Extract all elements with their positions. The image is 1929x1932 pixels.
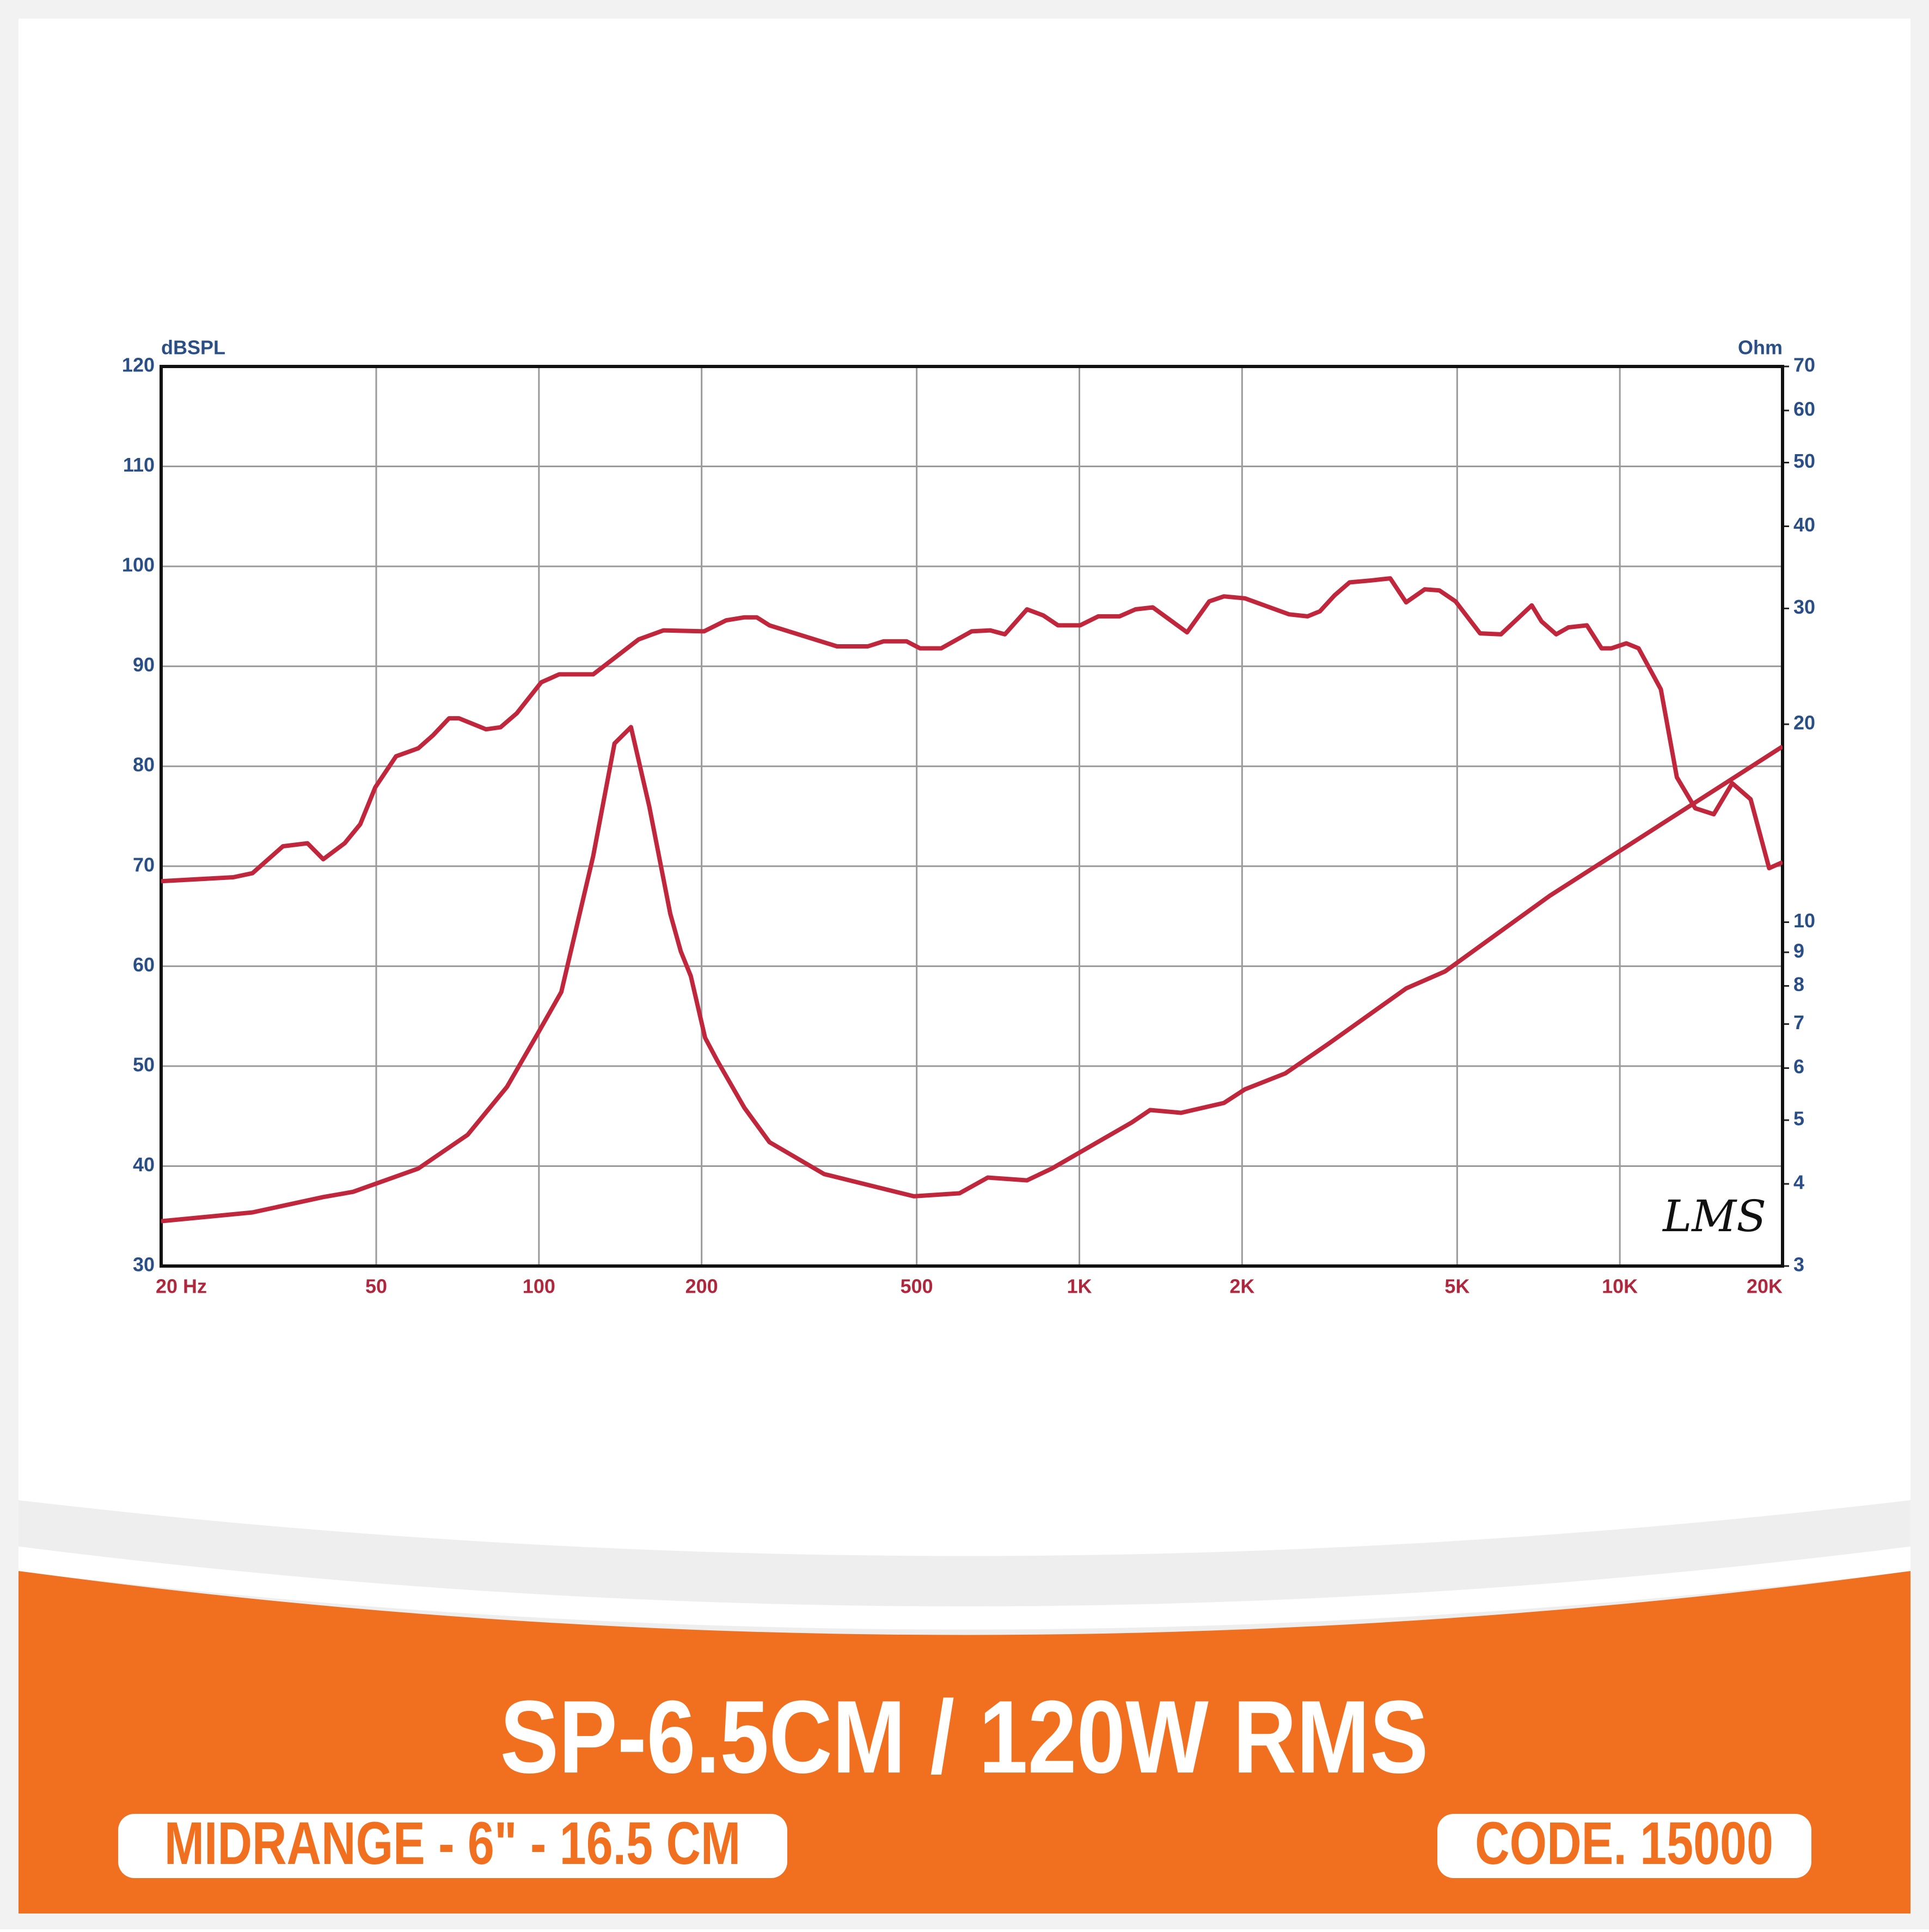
y-tick-label: 30	[133, 1254, 155, 1276]
response-curve	[161, 725, 1783, 1224]
x-tick-label: 1K	[1067, 1275, 1092, 1298]
logo: LMS	[1662, 1191, 1766, 1242]
x-tick-label: 10K	[1602, 1275, 1638, 1298]
y-tick-label: 90	[133, 653, 155, 676]
code-pill	[1437, 1814, 1811, 1878]
y2-tick-label: 70	[1793, 354, 1815, 376]
code: CODE. 15000	[1475, 1811, 1773, 1878]
y-axis-unit: dBSPL	[161, 337, 225, 359]
x-tick-label: 2K	[1229, 1275, 1254, 1298]
y2-tick-label: 5	[1793, 1108, 1804, 1130]
y2-tick-label: 40	[1793, 513, 1815, 536]
y2-tick-label: 20	[1793, 712, 1815, 734]
y-tick-label: 80	[133, 754, 155, 776]
y2-tick-label: 9	[1793, 939, 1804, 962]
y2-tick-label: 4	[1793, 1171, 1804, 1194]
x-tick-label: 500	[901, 1275, 933, 1298]
y2-tick-label: 6	[1793, 1055, 1804, 1078]
response-curve	[161, 576, 1783, 884]
y2-tick-label: 50	[1793, 450, 1815, 472]
x-tick-label: 200	[685, 1275, 718, 1298]
plot-area	[161, 366, 1783, 1266]
y2-tick-label: 8	[1793, 973, 1804, 995]
y2-axis-unit: Ohm	[1738, 337, 1783, 359]
subtitle-pill	[118, 1814, 787, 1878]
plot: 20 Hz 50 100 200 500 1K 2K 5K 10K 20K 30 40 50 60 70 80…	[122, 337, 1815, 1298]
y2-tick-label: 3	[1793, 1254, 1804, 1276]
x-tick-label: 50	[365, 1275, 387, 1298]
chart-title: SP-6.5CM / 120W RMS	[500, 1679, 1428, 1795]
y-tick-label: 60	[133, 953, 155, 976]
y-tick-label: 50	[133, 1053, 155, 1075]
y-tick-label: 100	[122, 554, 155, 576]
y2-tick-label: 30	[1793, 596, 1815, 618]
plot-frame	[160, 365, 1784, 1268]
y-tick-label: 110	[123, 454, 155, 476]
white-wave	[19, 1546, 1910, 1630]
subtitle: MIDRANGE - 6" - 16.5 CM	[164, 1811, 741, 1878]
x-tick-label: 20K	[1747, 1275, 1783, 1298]
y-tick-label: 40	[133, 1153, 155, 1176]
x-tick-label: 5K	[1444, 1275, 1469, 1298]
x-tick-label: 20 Hz	[156, 1275, 207, 1298]
y-tick-label: 70	[133, 853, 155, 876]
x-tick-label: 100	[523, 1275, 555, 1298]
y-tick-label: 120	[122, 354, 155, 376]
y2-tick-label: 10	[1793, 909, 1815, 932]
y2-tick-label: 7	[1793, 1011, 1804, 1034]
y2-tick-label: 60	[1793, 398, 1815, 420]
